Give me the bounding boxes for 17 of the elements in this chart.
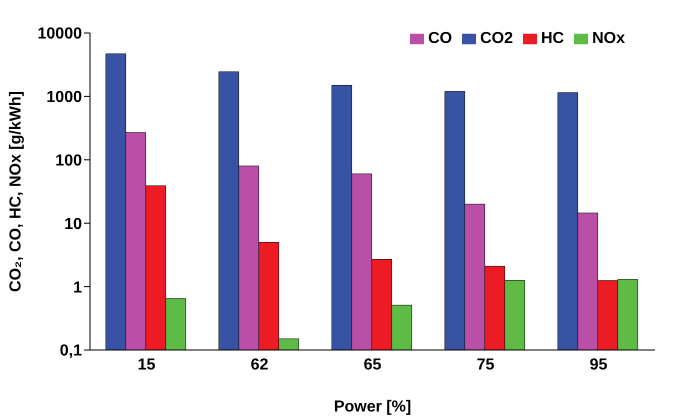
x-axis-title: Power [%] [334,398,412,416]
legend-label: NOx [592,30,625,47]
y-tick-label: 10 [64,216,82,233]
y-axis-title: CO₂, CO, HC, NOx [g/kWh] [8,91,25,292]
y-tick-label: 0,1 [60,342,82,360]
y-tick-label: 1000 [46,89,82,106]
legend-label: HC [540,30,564,47]
legend-label: CO [428,30,452,47]
legend-label: CO2 [480,30,513,47]
x-tick-label: 15 [138,356,156,374]
y-tick-label: 100 [55,152,82,170]
x-tick-label: 62 [250,356,268,374]
x-tick-label: 95 [590,356,608,374]
x-tick-label: 65 [364,356,382,374]
x-tick-label: 75 [476,356,494,374]
y-tick-label: 10000 [38,26,82,43]
y-tick-label: 1 [73,279,82,296]
